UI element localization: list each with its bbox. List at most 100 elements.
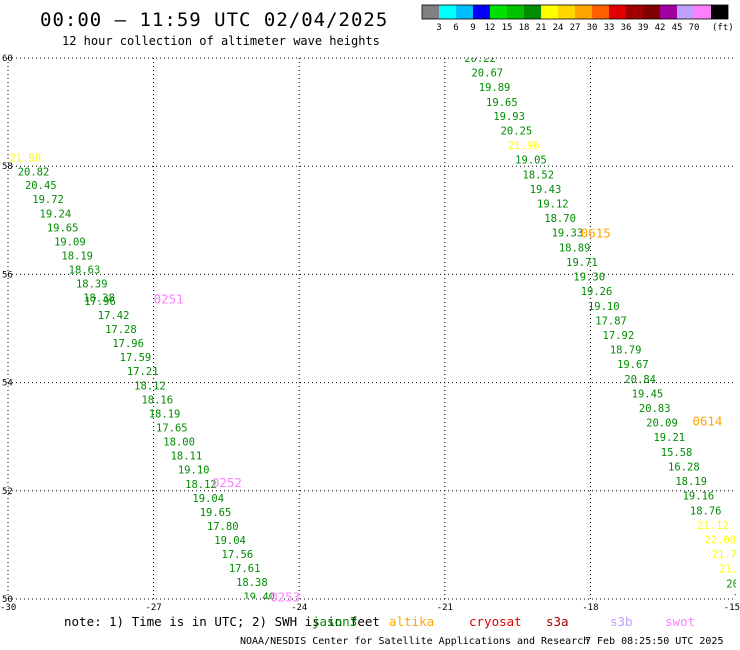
wave-height-value: 19.26 (581, 286, 613, 298)
wave-height-value: 18.70 (544, 213, 576, 225)
x-tick-label: -27 (145, 603, 161, 613)
chart-title: 00:00 – 11:59 UTC 02/04/2025 (40, 9, 388, 31)
wave-height-value: 18.12 (185, 479, 217, 491)
legend-swatch (490, 5, 507, 19)
wave-height-value: 19.65 (200, 507, 232, 519)
wave-height-value: 18.38 (236, 577, 268, 589)
wave-height-value: 18.63 (69, 265, 101, 277)
wave-height-value: 18.19 (149, 408, 181, 420)
wave-height-value: 18.79 (610, 345, 642, 357)
wave-height-value: 20.22 (464, 53, 496, 65)
wave-height-value: 19.16 (683, 491, 715, 503)
pass-labels: 0251 0252 0253 0615 0614 (154, 226, 723, 605)
legend-tick-label: 9 (470, 23, 475, 33)
legend-swatch (711, 5, 728, 19)
wave-height-value: 20.25 (501, 125, 533, 137)
wave-height-value: 18.12 (134, 380, 166, 392)
legend-tick-label: 33 (604, 23, 615, 33)
wave-height-value: 19.24 (40, 208, 72, 220)
legend-swatch (643, 5, 660, 19)
wave-height-value: 19.10 (588, 301, 620, 313)
chart-subtitle: 12 hour collection of altimeter wave hei… (62, 34, 380, 48)
x-tick-label: -24 (291, 603, 307, 613)
legend-tick-label: 36 (621, 23, 632, 33)
wave-height-value: 17.59 (120, 352, 152, 364)
satellite-label-altika: altika (389, 614, 434, 629)
wave-height-value: 21.12 (697, 520, 729, 532)
legend-swatch (507, 5, 524, 19)
wave-height-value: 18.39 (76, 279, 108, 291)
wave-height-value: 19.93 (493, 111, 525, 123)
legend-tick-label: 15 (502, 23, 513, 33)
wave-height-value: 17.65 (156, 423, 188, 435)
pass-label: 0615 (581, 226, 611, 241)
wave-height-value: 18.89 (559, 242, 591, 254)
note-label: note: (64, 614, 102, 629)
legend-tick-label: 18 (519, 23, 530, 33)
legend-tick-label: 6 (453, 23, 458, 33)
legend-swatch (439, 5, 456, 19)
legend-swatch (558, 5, 575, 19)
credit-text: NOAA/NESDIS Center for Satellite Applica… (240, 636, 589, 647)
satellite-label-jason3: jason3 (312, 614, 357, 629)
satellite-legend: jason3 altika cryosat s3a s3b swot (312, 614, 695, 629)
wave-height-value: 19.05 (515, 155, 547, 167)
wave-height-value: 18.11 (171, 451, 203, 463)
legend-swatch (575, 5, 592, 19)
legend-swatch (473, 5, 490, 19)
wave-height-value: 19.72 (32, 194, 64, 206)
wave-height-value: 19.45 (632, 388, 664, 400)
legend-swatch (541, 5, 558, 19)
x-axis-ticks: -30 -27 -24 -21 -18 -15 (0, 603, 740, 613)
wave-height-value: 17.92 (603, 330, 635, 342)
legend-swatch (524, 5, 541, 19)
pass-label: 0614 (692, 413, 722, 428)
wave-height-value: 20.83 (639, 403, 671, 415)
y-tick-label: 50 (2, 595, 13, 605)
x-tick-label: -15 (724, 603, 740, 613)
wave-height-value: 19.65 (47, 222, 79, 234)
wave-height-value: 17.21 (127, 366, 159, 378)
y-tick-label: 54 (2, 379, 13, 389)
wave-height-value: 20.09 (646, 418, 678, 430)
legend-tick-label: 45 (672, 23, 683, 33)
wave-height-value: 20.45 (25, 180, 57, 192)
legend-tick-label: 12 (485, 23, 496, 33)
wave-height-color-legend: 3 6 9 12 15 18 21 24 27 30 33 36 39 42 45 70 (421, 4, 729, 33)
wave-height-value: 18.16 (141, 394, 173, 406)
wave-height-value: 21.16 (719, 564, 740, 576)
legend-swatch (660, 5, 677, 19)
y-tick-label: 52 (2, 487, 13, 497)
wave-height-value: 21.96 (508, 140, 540, 152)
wave-height-value: 20.84 (624, 374, 656, 386)
legend-swatch (677, 5, 694, 19)
wave-height-value: 17.96 (112, 338, 144, 350)
legend-tick-label: 27 (570, 23, 581, 33)
wave-height-value: 19.04 (192, 493, 224, 505)
wave-height-value: 21.76 (712, 549, 740, 561)
wave-height-value: 19.12 (537, 199, 569, 211)
wave-height-value: 19.40 (243, 591, 275, 603)
legend-swatch (456, 5, 473, 19)
wave-height-value: 20.30 (726, 578, 740, 590)
plot-area (8, 58, 736, 599)
wave-height-value: 19.43 (530, 184, 562, 196)
wave-height-value: 18.19 (675, 476, 707, 488)
legend-swatch (422, 5, 439, 19)
wave-height-value: 20.67 (471, 68, 503, 80)
wave-height-value: 18.00 (163, 437, 195, 449)
legend-swatch (609, 5, 626, 19)
satellite-label-swot: swot (665, 614, 695, 629)
legend-tick-label: 3 (436, 23, 441, 33)
legend-swatch (592, 5, 609, 19)
wave-height-value: 15.58 (661, 447, 693, 459)
pass-label: 0251 (154, 292, 184, 307)
legend-swatch (694, 5, 711, 19)
wave-height-value: 17.80 (207, 521, 239, 533)
legend-frame (421, 4, 729, 20)
satellite-label-s3a: s3a (546, 614, 569, 629)
legend-tick-label: 39 (638, 23, 649, 33)
satellite-label-cryosat: cryosat (469, 614, 522, 629)
